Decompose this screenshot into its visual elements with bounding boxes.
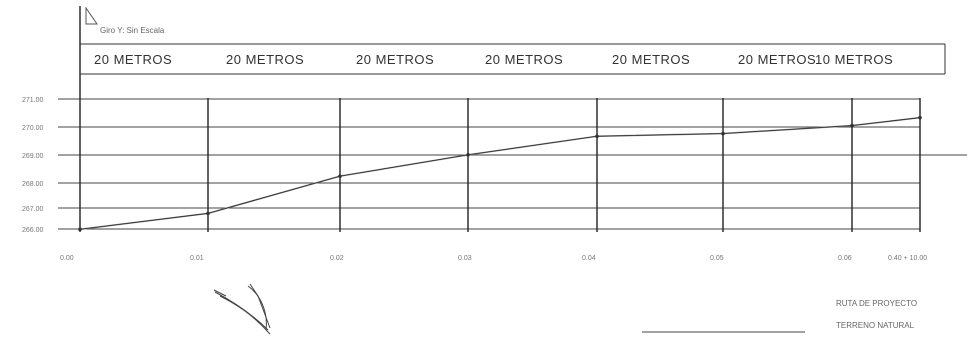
elevation-label: 269.00 (22, 153, 44, 160)
segment-label: 20 METROS (94, 52, 172, 67)
profile-point (466, 153, 470, 157)
elevation-labels: 271.00 270.00 269.00 268.00 267.00 266.0… (22, 97, 44, 234)
segment-header: 20 METROS 20 METROS 20 METROS 20 METROS … (79, 6, 946, 98)
profile-point (338, 174, 342, 178)
profile-point (721, 131, 725, 136)
north-arrow-icon (213, 283, 271, 335)
station-labels: 0.00 0.01 0.02 0.03 0.04 0.05 0.06 0.40 … (60, 255, 927, 262)
segment-label: 20 METROS (226, 52, 304, 67)
station-label: 0.01 (190, 255, 204, 262)
station-label: 0.04 (582, 255, 596, 262)
profile-point (850, 123, 854, 128)
elevation-label: 271.00 (22, 97, 44, 104)
station-lines (79, 98, 921, 232)
profile-point (78, 227, 82, 232)
station-label: 0.06 (838, 255, 852, 262)
legend-project-line: RUTA DE PROYECTO (836, 299, 917, 308)
profile-point (918, 115, 922, 120)
station-label: 0.02 (330, 255, 344, 262)
segment-label: 10 METROS (815, 52, 893, 67)
triangle-icon (85, 6, 98, 25)
elevation-label: 270.00 (22, 125, 44, 132)
profile-line (79, 116, 921, 231)
scale-note-text: Giro Y: Sin Escala (100, 26, 165, 35)
elevation-label: 266.00 (22, 227, 44, 234)
profile-point (206, 211, 210, 216)
profile-series (78, 115, 922, 232)
station-label: 0.00 (60, 255, 74, 262)
segment-label: 20 METROS (356, 52, 434, 67)
legend: RUTA DE PROYECTO TERRENO NATURAL (642, 299, 917, 333)
segment-label: 20 METROS (612, 52, 690, 67)
legend-natural-ground: TERRENO NATURAL (836, 321, 915, 330)
station-label: 0.03 (458, 255, 472, 262)
horizontal-grid (58, 98, 967, 230)
segment-label: 20 METROS (485, 52, 563, 67)
segment-label: 20 METROS (738, 52, 816, 67)
scale-note: Giro Y: Sin Escala (85, 6, 165, 35)
profile-point (595, 134, 599, 139)
station-label: 0.40 + 10.00 (888, 255, 927, 262)
elevation-label: 267.00 (22, 206, 44, 213)
profile-line (79, 117, 921, 230)
elevation-label: 268.00 (22, 181, 44, 188)
station-label: 0.05 (710, 255, 724, 262)
